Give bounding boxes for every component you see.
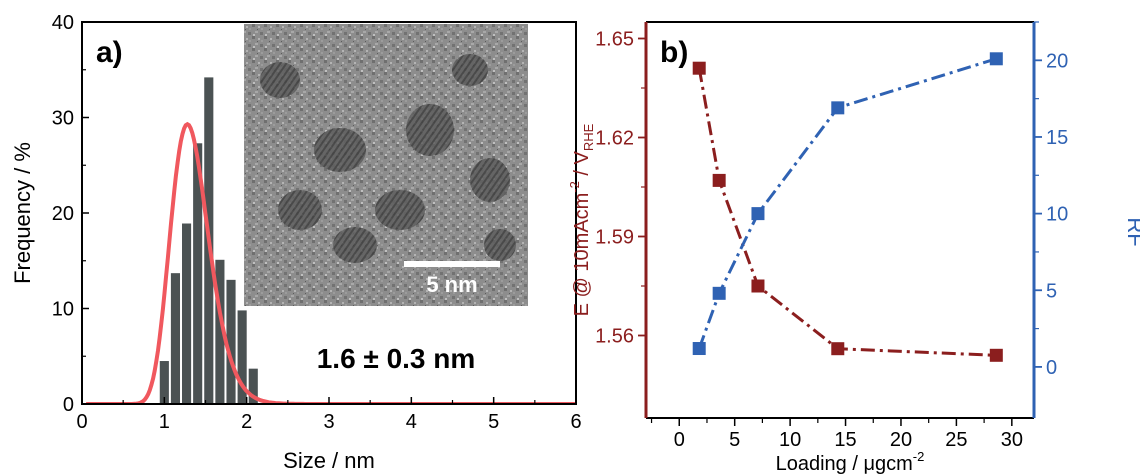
histogram-bar bbox=[226, 279, 236, 404]
tem-inset-image: 5 nm bbox=[244, 24, 528, 306]
x-tick-label: 6 bbox=[570, 411, 581, 433]
y-right-tick-label: 15 bbox=[1046, 127, 1068, 149]
y-left-tick-label: 1.59 bbox=[595, 227, 634, 249]
data-point-left bbox=[989, 348, 1003, 362]
y-axis-label-a: Frequency / % bbox=[10, 142, 35, 284]
y-left-tick-label: 1.65 bbox=[595, 29, 634, 51]
histogram-bar bbox=[182, 223, 192, 404]
y-axis-label-right-b: RF bbox=[1123, 217, 1140, 246]
y-right-tick-label: 20 bbox=[1046, 50, 1068, 72]
y-tick-label: 10 bbox=[52, 299, 74, 321]
x-tick-label: 5 bbox=[729, 429, 740, 451]
size-annotation: 1.6 ± 0.3 nm bbox=[317, 343, 476, 374]
x-tick-label: 1 bbox=[159, 411, 170, 433]
y-axis-label-left-b: E @ 10mAcm-2 / VRHE bbox=[567, 123, 596, 316]
panel-a: 5 nm 0 1 2 3 4 5 6 0 10 20 30 40 a) 1.6 ± 0.3 nm S… bbox=[10, 12, 582, 473]
lognormal-fit-curve bbox=[86, 121, 576, 404]
data-point-left bbox=[712, 173, 726, 187]
data-point-right bbox=[751, 207, 765, 221]
y-tick-label: 40 bbox=[52, 12, 74, 34]
x-tick-label: 2 bbox=[241, 411, 252, 433]
data-point-right bbox=[989, 52, 1003, 66]
y-right-tick-label: 0 bbox=[1046, 357, 1057, 379]
histogram-bar bbox=[248, 368, 258, 404]
x-tick-label: 0 bbox=[76, 411, 87, 433]
scale-bar bbox=[404, 261, 500, 267]
series-lines bbox=[697, 57, 997, 357]
data-point-left bbox=[692, 61, 706, 75]
x-tick-label: 15 bbox=[834, 429, 856, 451]
right-y-axis-ticks-b: 0 5 10 15 20 bbox=[1034, 21, 1068, 379]
series-markers bbox=[692, 52, 1003, 362]
x-tick-label: 5 bbox=[488, 411, 499, 433]
panel-label-b: b) bbox=[660, 36, 688, 69]
histogram-bar bbox=[215, 259, 225, 404]
data-point-right bbox=[692, 342, 706, 356]
x-axis-label-a: Size / nm bbox=[283, 448, 375, 473]
x-tick-label: 25 bbox=[945, 429, 967, 451]
data-point-left bbox=[751, 279, 765, 293]
x-tick-label: 3 bbox=[323, 411, 334, 433]
histogram-bar bbox=[170, 273, 181, 404]
x-tick-label: 4 bbox=[406, 411, 417, 433]
data-point-left bbox=[831, 342, 845, 356]
left-y-axis-ticks-b: 1.56 1.59 1.62 1.65 bbox=[595, 29, 646, 348]
panel-label-a: a) bbox=[96, 36, 123, 69]
y-left-tick-label: 1.62 bbox=[595, 128, 634, 150]
x-tick-label: 20 bbox=[890, 429, 912, 451]
y-right-tick-label: 5 bbox=[1046, 280, 1057, 302]
y-right-tick-label: 10 bbox=[1046, 204, 1068, 226]
y-axis-ticks-a: 0 10 20 30 40 bbox=[52, 12, 89, 416]
panel-b: 0 5 10 15 20 25 30 1.56 1.59 1.62 1.65 0 5 10 15 20 b… bbox=[567, 21, 1140, 475]
histogram-bar bbox=[159, 361, 169, 404]
x-axis-ticks-a: 0 1 2 3 4 5 6 bbox=[76, 397, 582, 433]
y-left-tick-label: 1.56 bbox=[595, 326, 634, 348]
data-point-right bbox=[712, 286, 726, 300]
series-line-right bbox=[697, 57, 997, 350]
x-tick-label: 0 bbox=[674, 429, 685, 451]
y-tick-label: 30 bbox=[52, 108, 74, 130]
x-axis-ticks-b: 0 5 10 15 20 25 30 bbox=[650, 418, 1023, 451]
data-point-right bbox=[831, 101, 845, 115]
x-tick-label: 10 bbox=[779, 429, 801, 451]
y-tick-label: 20 bbox=[52, 203, 74, 225]
x-axis-label-b: Loading / μgcm-2 bbox=[776, 449, 925, 475]
scale-bar-label: 5 nm bbox=[426, 272, 477, 297]
histogram-bar bbox=[193, 143, 203, 404]
y-tick-label: 0 bbox=[63, 394, 74, 416]
series-line-left bbox=[697, 67, 997, 357]
histogram-bar bbox=[237, 310, 247, 404]
x-tick-label: 30 bbox=[1001, 429, 1023, 451]
